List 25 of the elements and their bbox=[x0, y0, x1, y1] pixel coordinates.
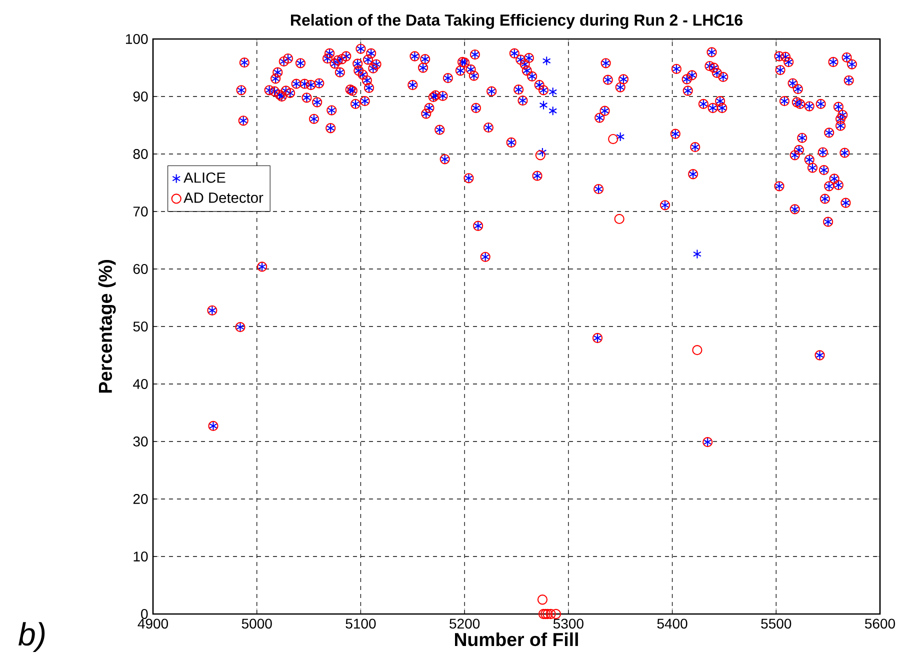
text: b) bbox=[18, 622, 45, 652]
x-tick-label: 4900 bbox=[138, 618, 168, 629]
y-tick-label: 40 bbox=[133, 379, 148, 389]
y-axis-title: Percentage (%) bbox=[98, 260, 116, 393]
y-tick-label: 0 bbox=[141, 609, 148, 619]
y-tick-label: 90 bbox=[133, 92, 148, 102]
chart-title: Relation of the Data Taking Efficiency during Run 2 - LHC16 bbox=[291, 14, 742, 29]
x-tick-label: 5500 bbox=[761, 618, 792, 629]
y-tick-label: 20 bbox=[133, 494, 148, 504]
x-tick-label: 5400 bbox=[657, 618, 688, 629]
x-tick-label: 5000 bbox=[242, 618, 272, 629]
x-tick-label: 5100 bbox=[346, 618, 376, 629]
y-tick-label: 70 bbox=[133, 206, 148, 216]
y-tick-label: 80 bbox=[133, 149, 148, 159]
y-tick-label: 50 bbox=[133, 322, 148, 332]
x-axis-title: Number of Fill bbox=[455, 632, 578, 646]
x-tick-label: 5600 bbox=[864, 618, 896, 629]
legend-label: AD Detector bbox=[184, 192, 264, 203]
y-tick-label: 60 bbox=[133, 264, 148, 274]
x-tick-label: 5300 bbox=[553, 618, 584, 629]
y-tick-label: 10 bbox=[134, 552, 148, 562]
y-tick-label: 100 bbox=[126, 34, 148, 44]
legend-label: ALICE bbox=[184, 172, 226, 183]
x-tick-label: 5200 bbox=[450, 618, 480, 629]
y-tick-label: 30 bbox=[133, 436, 148, 446]
